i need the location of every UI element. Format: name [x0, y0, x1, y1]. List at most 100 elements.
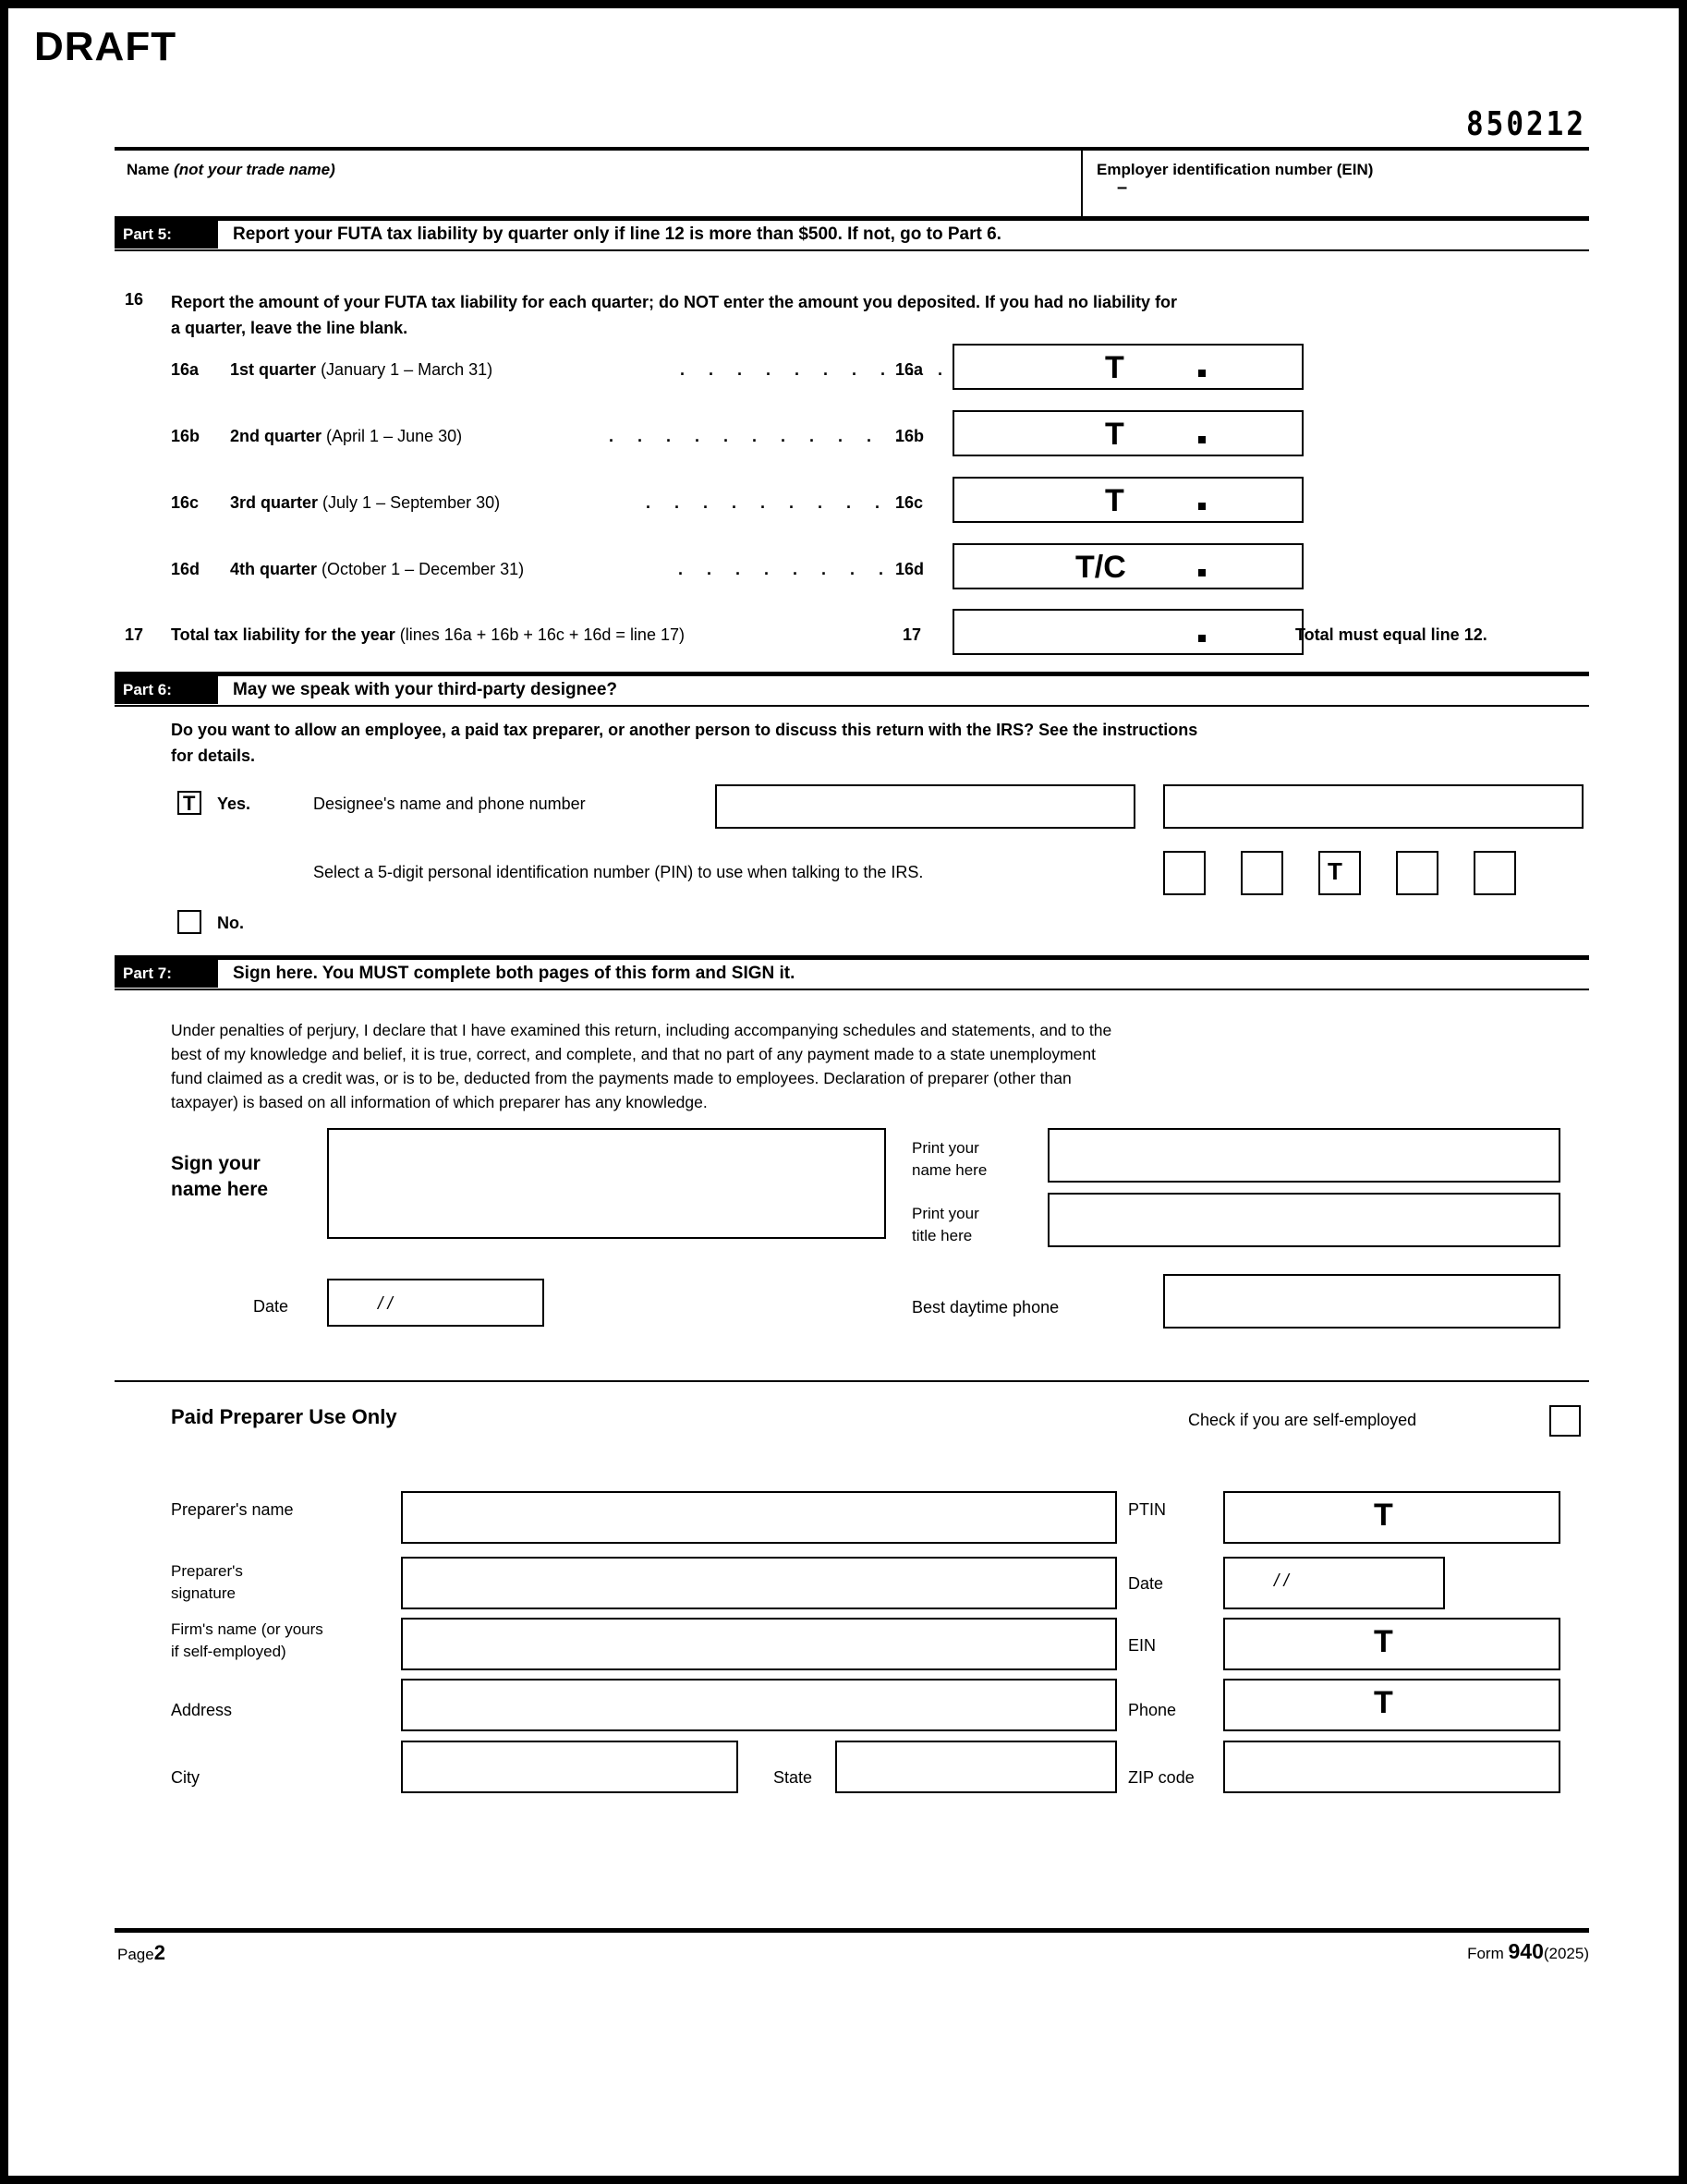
print-name-input[interactable] — [1048, 1128, 1560, 1183]
line-16d-amount-input[interactable] — [953, 543, 1304, 589]
preparer-address-input[interactable] — [401, 1679, 1117, 1731]
part5-title: Report your FUTA tax liability by quarte… — [233, 224, 1001, 244]
daytime-phone-input[interactable] — [1163, 1274, 1560, 1329]
pin-digit-3-marker: T — [1328, 857, 1342, 885]
header-divider — [1081, 151, 1083, 220]
signature-input[interactable] — [327, 1128, 886, 1239]
line-16d-leader: . . . . . . . . — [678, 560, 893, 578]
line-16c-right-code: 16c — [895, 493, 924, 512]
part6-top-rule — [115, 672, 1589, 676]
pin-digit-2[interactable] — [1241, 851, 1283, 895]
signature-date-input[interactable] — [327, 1279, 544, 1327]
firm-ein-box-marker: T — [1374, 1624, 1393, 1659]
ptin-input[interactable] — [1223, 1491, 1560, 1544]
pin-digit-1[interactable] — [1163, 851, 1206, 895]
line-16c-decimal-dot — [1198, 503, 1206, 510]
part7-tag: Part 7: — [115, 960, 218, 988]
perjury-line-2: best of my knowledge and belief, it is t… — [171, 1045, 1096, 1063]
preparer-zip-input[interactable] — [1223, 1741, 1560, 1793]
part7-banner: Part 7: Sign here. You MUST complete bot… — [115, 960, 1589, 988]
line-16b-right-code: 16b — [895, 427, 925, 445]
line-17-amount-input[interactable] — [953, 609, 1304, 655]
ein-label: Employer identification number (EIN) — [1097, 161, 1374, 178]
line-16d-label: 4th quarter (October 1 – December 31) — [230, 560, 525, 578]
preparer-divider-rule — [115, 1380, 1589, 1382]
firm-name-input[interactable] — [401, 1618, 1117, 1670]
preparer-address-label: Address — [171, 1701, 233, 1719]
line-17-decimal-dot — [1198, 635, 1206, 642]
part5-tag: Part 5: — [115, 221, 218, 249]
ein-dash: – — [1117, 177, 1128, 198]
preparer-state-input[interactable] — [835, 1741, 1117, 1793]
designee-no-checkbox[interactable] — [177, 910, 201, 934]
firm-name-label: Firm's name (or yours if self-employed) — [171, 1620, 323, 1660]
part5-banner: Part 5: Report your FUTA tax liability b… — [115, 221, 1589, 249]
line-16b-leader: . . . . . . . . . . . — [609, 427, 910, 445]
part6-question-line-2: for details. — [171, 746, 256, 765]
preparer-section-title: Paid Preparer Use Only — [171, 1405, 397, 1428]
preparer-signature-label: Preparer's signature — [171, 1562, 243, 1602]
line-17-label: Total tax liability for the year (lines … — [171, 625, 685, 644]
line-17-number: 17 — [125, 625, 144, 644]
designee-phone-input[interactable] — [1163, 784, 1584, 829]
line-16-text-1: Report the amount of your FUTA tax liabi… — [171, 293, 1178, 311]
firm-ein-input[interactable] — [1223, 1618, 1560, 1670]
draft-watermark: DRAFT — [34, 24, 177, 69]
designee-name-phone-label: Designee's name and phone number — [313, 795, 586, 813]
pin-digit-4[interactable] — [1396, 851, 1438, 895]
line-17-note: Total must equal line 12. — [1295, 625, 1487, 644]
name-label: Name (not your trade name) — [127, 161, 335, 178]
part6-question-line-1: Do you want to allow an employee, a paid… — [171, 721, 1198, 739]
preparer-name-input[interactable] — [401, 1491, 1117, 1544]
line-16c-code: 16c — [171, 493, 200, 512]
daytime-phone-label: Best daytime phone — [912, 1298, 1060, 1316]
preparer-phone-input[interactable] — [1223, 1679, 1560, 1731]
designee-yes-checkbox[interactable] — [177, 791, 201, 815]
line-16a-label: 1st quarter (January 1 – March 31) — [230, 360, 493, 379]
page-number-footer: Page2 — [117, 1941, 165, 1964]
designee-name-input[interactable] — [715, 784, 1135, 829]
form-identifier-footer: Form 940(2025) — [1467, 1939, 1589, 1963]
print-title-label: Print your title here — [912, 1205, 979, 1244]
part7-top-rule — [115, 955, 1589, 960]
preparer-city-input[interactable] — [401, 1741, 738, 1793]
part6-tag: Part 6: — [115, 676, 218, 704]
ptin-box-marker: T — [1374, 1498, 1393, 1533]
line-17-right-code: 17 — [903, 625, 922, 644]
line-16b-amount-input[interactable] — [953, 410, 1304, 456]
pin-digit-3[interactable] — [1318, 851, 1361, 895]
line-16c-leader: . . . . . . . . . — [646, 493, 890, 512]
line-16c-amount-input[interactable] — [953, 477, 1304, 523]
perjury-line-4: taxpayer) is based on all information of… — [171, 1093, 708, 1111]
line-16-number: 16 — [125, 290, 144, 309]
preparer-signature-input[interactable] — [401, 1557, 1117, 1609]
print-name-label: Print your name here — [912, 1139, 988, 1179]
self-employed-label: Check if you are self-employed — [1188, 1411, 1417, 1429]
preparer-phone-label: Phone — [1128, 1701, 1177, 1719]
line-16a-leader: . . . . . . . . . . — [680, 360, 953, 379]
designee-no-label: No. — [217, 914, 244, 932]
print-title-input[interactable] — [1048, 1193, 1560, 1247]
preparer-name-label: Preparer's name — [171, 1500, 294, 1519]
preparer-zip-label: ZIP code — [1128, 1768, 1195, 1787]
sign-name-label: Sign your name here — [171, 1153, 269, 1200]
line-16d-box-marker: T/C — [1075, 550, 1126, 585]
part5-bottom-rule — [115, 249, 1589, 251]
perjury-line-3: fund claimed as a credit was, or is to b… — [171, 1069, 1072, 1087]
pin-instruction-label: Select a 5-digit personal identification… — [313, 863, 924, 881]
preparer-date-input[interactable] — [1223, 1557, 1445, 1609]
part6-banner: Part 6: May we speak with your third-par… — [115, 676, 1589, 704]
preparer-phone-box-marker: T — [1374, 1685, 1393, 1720]
signature-date-label: Date — [253, 1297, 289, 1316]
part7-title: Sign here. You MUST complete both pages … — [233, 964, 795, 983]
line-16d-right-code: 16d — [895, 560, 925, 578]
line-16a-amount-input[interactable] — [953, 344, 1304, 390]
header-top-rule — [115, 147, 1589, 151]
part7-bottom-rule — [115, 989, 1589, 990]
self-employed-checkbox[interactable] — [1549, 1405, 1581, 1437]
pin-digit-5[interactable] — [1474, 851, 1516, 895]
ptin-label: PTIN — [1128, 1500, 1167, 1519]
line-16d-decimal-dot — [1198, 569, 1206, 576]
ocr-scan-number: 850212 — [1466, 104, 1586, 143]
part6-title: May we speak with your third-party desig… — [233, 680, 617, 699]
